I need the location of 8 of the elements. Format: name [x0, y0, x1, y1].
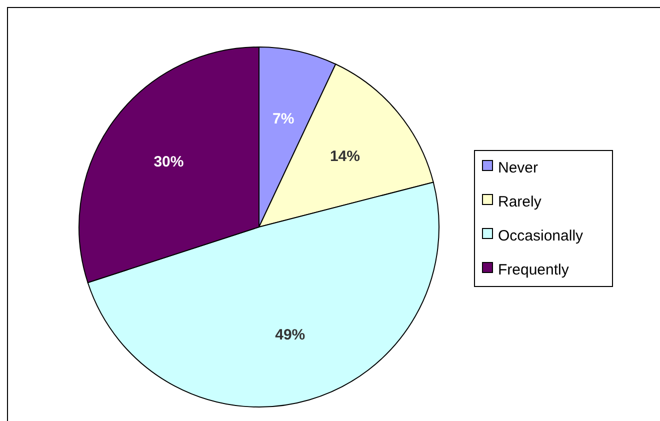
- legend-label: Never: [498, 159, 538, 176]
- data-label: 30%: [154, 154, 184, 171]
- data-label: 49%: [275, 326, 306, 344]
- legend-label: Occasionally: [498, 227, 584, 244]
- data-label: 14%: [330, 148, 360, 166]
- legend-label: Frequently: [498, 261, 570, 278]
- data-label: 7%: [272, 110, 294, 128]
- legend-label: Rarely: [498, 193, 542, 210]
